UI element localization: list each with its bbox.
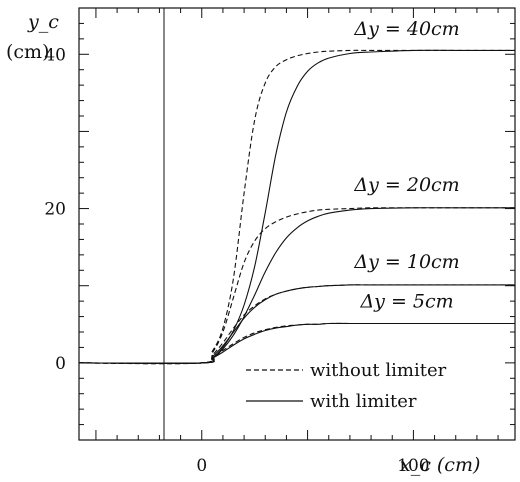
x-tick-label: 100 bbox=[397, 456, 429, 476]
legend: without limiter with limiter bbox=[246, 360, 447, 412]
series-line-1-solid bbox=[78, 49, 515, 364]
annotation-0: Δy = 40cm bbox=[353, 18, 459, 40]
y-axis-label-line2: (cm) bbox=[6, 41, 49, 63]
y-tick-label: 40 bbox=[44, 45, 66, 65]
series-line-7-solid bbox=[78, 322, 515, 364]
legend-label-without-limiter: without limiter bbox=[310, 360, 447, 381]
annotation-3: Δy = 5cm bbox=[359, 290, 453, 312]
legend-label-with-limiter: with limiter bbox=[310, 391, 417, 412]
y-axis-label-line1: y_c bbox=[27, 11, 59, 33]
annotations: Δy = 40cm Δy = 20cm Δy = 10cm Δy = 5cm bbox=[353, 18, 459, 312]
series-line-5-solid bbox=[78, 284, 515, 364]
series-line-6-dashed bbox=[78, 322, 515, 364]
annotation-2: Δy = 10cm bbox=[353, 251, 459, 273]
series-lines bbox=[78, 49, 515, 365]
series-line-0-dashed bbox=[78, 49, 515, 365]
annotation-1: Δy = 20cm bbox=[353, 174, 459, 196]
plot-frame bbox=[78, 7, 516, 441]
y-tick-label: 0 bbox=[55, 354, 66, 374]
tick-labels: 0 100 0 20 40 bbox=[44, 45, 429, 476]
y-axis-label: y_c (cm) bbox=[6, 11, 65, 63]
series-line-2-dashed bbox=[78, 207, 515, 365]
y-tick-label: 20 bbox=[44, 200, 66, 220]
series-line-3-solid bbox=[78, 207, 515, 364]
x-tick-label: 0 bbox=[196, 456, 207, 476]
axis-ticks bbox=[79, 8, 515, 441]
x-axis-label: x_c (cm) bbox=[400, 454, 480, 476]
